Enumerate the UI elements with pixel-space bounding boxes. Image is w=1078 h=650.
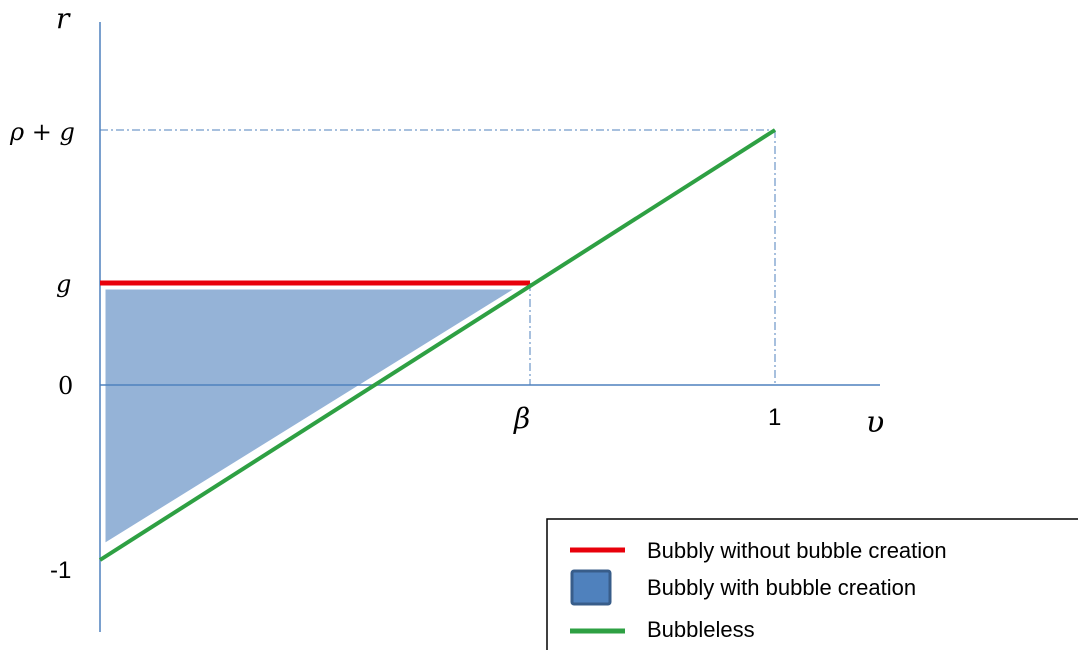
bubble-creation-region <box>102 286 524 548</box>
legend-border <box>546 518 1078 650</box>
legend-label-bubbly-with: Bubbly with bubble creation <box>647 575 916 600</box>
y-tick-minus-one: -1 <box>50 557 71 584</box>
y-axis-label: r <box>56 2 71 35</box>
legend-label-bubbleless: Bubbleless <box>647 617 755 642</box>
x-axis-label: υ <box>866 405 884 440</box>
y-tick-g: g <box>56 270 71 298</box>
x-tick-beta: β <box>513 402 530 435</box>
legend-swatch-blue-box <box>570 569 612 606</box>
bubbleless-line <box>98 128 777 562</box>
y-tick-zero: 0 <box>58 372 73 400</box>
y-tick-rho-plus-g: ρ + g <box>9 118 75 146</box>
legend-label-bubbly-without: Bubbly without bubble creation <box>647 538 947 563</box>
x-tick-one: 1 <box>768 404 781 431</box>
legend: Bubbly without bubble creation Bubbly wi… <box>546 518 1078 650</box>
